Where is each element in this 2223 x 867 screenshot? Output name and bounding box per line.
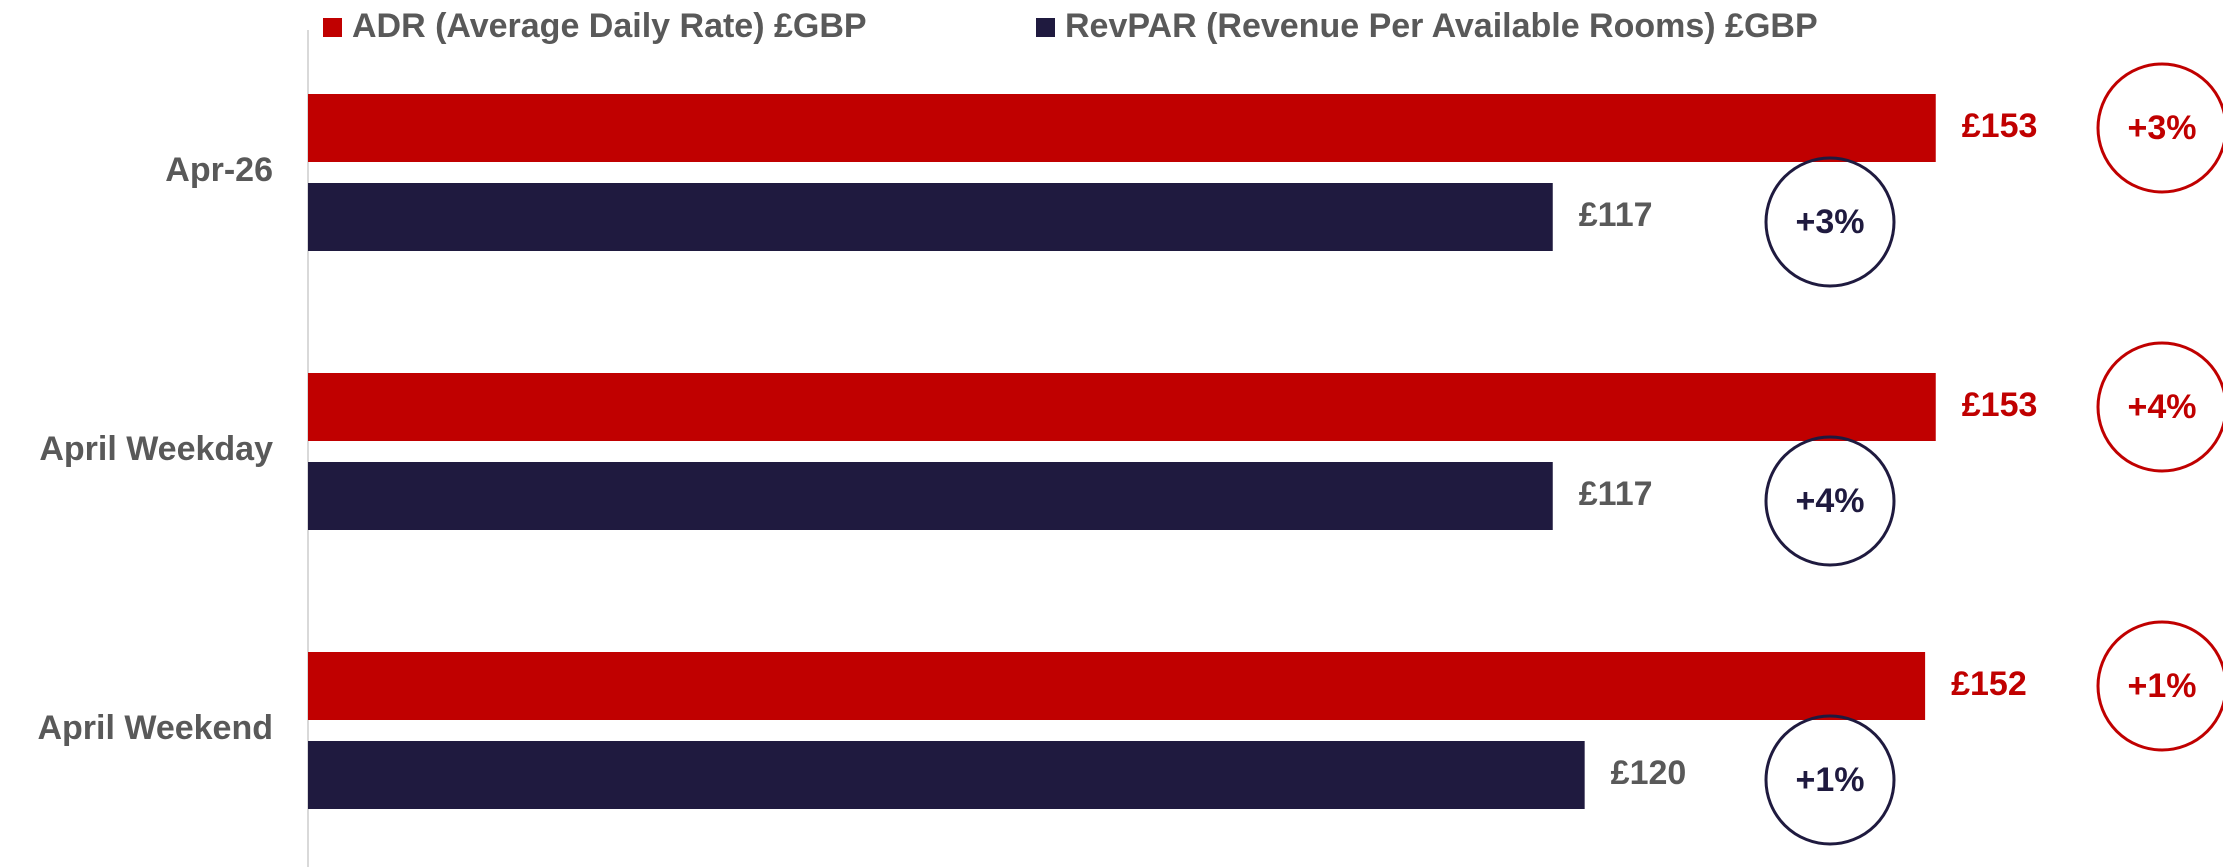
legend-label: RevPAR (Revenue Per Available Rooms) £GB…: [1065, 7, 1818, 45]
category-label: Apr-26: [165, 151, 273, 189]
change-label: +3%: [1796, 203, 1865, 241]
category-label: April Weekday: [39, 430, 273, 468]
value-label: £117: [1579, 196, 1653, 234]
change-label: +4%: [1796, 482, 1865, 520]
change-label: +1%: [1796, 761, 1865, 799]
change-label: +3%: [2128, 109, 2197, 147]
bar: [308, 183, 1553, 251]
legend-label: ADR (Average Daily Rate) £GBP: [352, 7, 867, 45]
change-circle: [1764, 714, 1896, 846]
change-label: +4%: [2128, 388, 2197, 426]
value-label: £152: [1951, 665, 2027, 703]
value-label: £117: [1579, 475, 1653, 513]
value-label: £120: [1611, 754, 1687, 792]
change-label: +1%: [2128, 667, 2197, 705]
change-circle: [2096, 620, 2223, 752]
change-circle: [1764, 156, 1896, 288]
category-label: April Weekend: [37, 709, 273, 747]
value-label: £153: [1962, 386, 2038, 424]
bar: [308, 462, 1553, 530]
value-label: £153: [1962, 107, 2038, 145]
legend-swatch: [1036, 18, 1055, 37]
change-circle: [1764, 435, 1896, 567]
change-circle: [2096, 341, 2223, 473]
bar: [308, 373, 1936, 441]
change-circle: [2096, 62, 2223, 194]
bar: [308, 652, 1926, 720]
bar: [308, 741, 1585, 809]
bar: [308, 94, 1936, 162]
legend-swatch: [323, 18, 342, 37]
